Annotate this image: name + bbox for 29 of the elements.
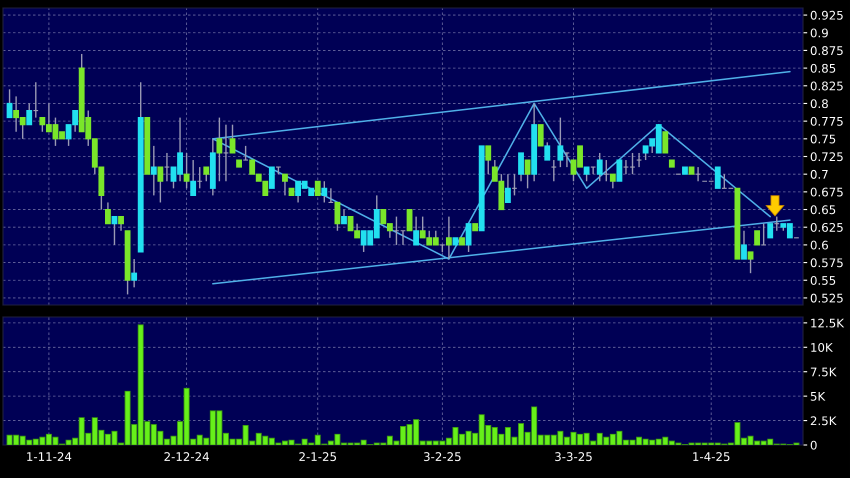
x-tick-label: 3-3-25 bbox=[555, 452, 592, 462]
y-tick-label: 0.7 bbox=[810, 170, 828, 179]
x-tick-label: 2-12-24 bbox=[164, 452, 209, 461]
y-tick-label: 5K bbox=[810, 392, 826, 401]
x-tick-label: 2-1-25 bbox=[299, 452, 336, 462]
x-tick-label: 1-4-25 bbox=[693, 452, 730, 462]
y-tick-label: 0.525 bbox=[810, 294, 843, 303]
y-tick-label: 0.55 bbox=[810, 276, 836, 285]
y-tick-label: 0.575 bbox=[810, 258, 843, 268]
y-tick-label: 0.65 bbox=[810, 205, 836, 214]
y-tick-label: 0.85 bbox=[810, 64, 836, 73]
y-tick-label: 0.75 bbox=[810, 134, 836, 144]
y-tick-label: 0.625 bbox=[810, 222, 843, 232]
y-tick-label: 7.5K bbox=[810, 368, 837, 376]
x-tick-label: 3-2-25 bbox=[424, 452, 461, 462]
y-tick-label: 0.725 bbox=[810, 152, 843, 162]
y-tick-label: 12.5K bbox=[811, 318, 844, 328]
x-tick-label: 1-11-24 bbox=[27, 452, 72, 461]
y-tick-label: 0.9 bbox=[810, 28, 828, 38]
y-tick-label: 0.925 bbox=[810, 10, 843, 20]
y-tick-label: 2.5K bbox=[810, 416, 837, 426]
y-tick-label: 0.6 bbox=[810, 240, 828, 250]
y-tick-label: 0 bbox=[810, 440, 817, 450]
y-tick-label: 0.825 bbox=[810, 82, 843, 90]
y-tick-label: 0.775 bbox=[810, 116, 843, 126]
y-tick-label: 0.675 bbox=[810, 188, 843, 197]
y-tick-label: 10K bbox=[811, 343, 833, 352]
y-tick-label: 0.8 bbox=[810, 99, 828, 108]
y-tick-label: 0.875 bbox=[810, 46, 843, 56]
